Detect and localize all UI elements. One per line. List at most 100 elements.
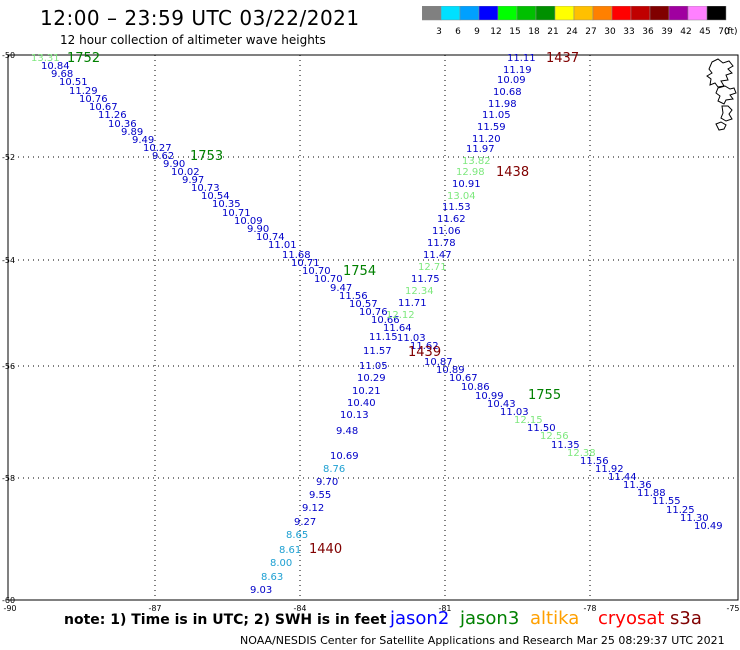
wave-height-value: 11.75 bbox=[411, 274, 440, 285]
longitude-label: -78 bbox=[583, 604, 596, 613]
wave-height-value: 12.34 bbox=[405, 286, 434, 297]
colorbar-swatch bbox=[668, 6, 689, 21]
wave-height-value: 10.66 bbox=[371, 315, 400, 326]
wave-height-value: 9.89 bbox=[121, 127, 143, 138]
colorbar-unit: (ft) bbox=[724, 27, 738, 37]
wave-height-value: 13.04 bbox=[447, 191, 476, 202]
longitude-label: -81 bbox=[438, 604, 451, 613]
wave-height-value: 11.03 bbox=[500, 407, 529, 418]
colorbar-label: 9 bbox=[474, 27, 480, 37]
map-frame bbox=[7, 54, 739, 601]
latitude-label: -58 bbox=[2, 474, 15, 483]
longitude-label: -84 bbox=[293, 604, 306, 613]
wave-height-value: 10.49 bbox=[694, 521, 723, 532]
colorbar-swatch bbox=[649, 6, 670, 21]
wave-height-value: 10.76 bbox=[359, 307, 388, 318]
pass-number-label: 1755 bbox=[528, 388, 561, 403]
wave-height-value: 11.50 bbox=[527, 423, 556, 434]
latitude-label: -50 bbox=[2, 51, 15, 60]
pass-number-label: 1752 bbox=[67, 51, 100, 66]
wave-height-value: 10.71 bbox=[222, 208, 251, 219]
colorbar-label: 70 bbox=[718, 27, 730, 37]
wave-height-value: 12.71 bbox=[418, 262, 447, 273]
wave-height-values: 13.3110.849.6810.5111.2910.7610.6711.261… bbox=[0, 0, 723, 596]
satellite-legend-jason2: jason2 bbox=[390, 608, 450, 629]
satellite-legend-jason3: jason3 bbox=[460, 608, 520, 629]
wave-height-value: 10.13 bbox=[340, 410, 369, 421]
wave-height-value: 10.21 bbox=[352, 386, 381, 397]
colorbar-swatch bbox=[422, 6, 442, 21]
wave-height-value: 9.68 bbox=[51, 69, 73, 80]
satellite-legend-s3a: s3a bbox=[670, 608, 702, 629]
wave-height-value: 8.76 bbox=[323, 464, 345, 475]
wave-height-value: 12.15 bbox=[514, 415, 543, 426]
wave-height-value: 9.62 bbox=[152, 151, 174, 162]
wave-height-value: 11.44 bbox=[608, 472, 637, 483]
wave-height-value: 11.68 bbox=[282, 250, 311, 261]
wave-height-value: 12.38 bbox=[567, 448, 596, 459]
longitude-label: -75 bbox=[726, 604, 739, 613]
map-subtitle: 12 hour collection of altimeter wave hei… bbox=[60, 33, 326, 47]
wave-height-value: 11.64 bbox=[383, 323, 412, 334]
wave-height-value: 9.90 bbox=[163, 159, 185, 170]
wave-height-value: 7.86 bbox=[0, 0, 22, 3]
wave-height-value: 11.97 bbox=[466, 144, 495, 155]
gridlines bbox=[8, 55, 738, 600]
colorbar-label: 42 bbox=[680, 27, 691, 37]
wave-height-value: 10.70 bbox=[302, 266, 331, 277]
wave-height-value: 11.15 bbox=[369, 332, 398, 343]
wave-height-value: 10.09 bbox=[497, 75, 526, 86]
wave-height-value: 8.00 bbox=[270, 558, 292, 569]
wave-height-value: 11.26 bbox=[98, 110, 127, 121]
wave-height-value: 10.71 bbox=[291, 258, 320, 269]
wave-height-value: 11.29 bbox=[69, 86, 98, 97]
credit-line: NOAA/NESDIS Center for Satellite Applica… bbox=[240, 634, 725, 647]
wave-height-value: 10.40 bbox=[347, 398, 376, 409]
wave-height-value: 11.05 bbox=[482, 110, 511, 121]
wave-height-value: 10.29 bbox=[357, 373, 386, 384]
wave-height-value: 11.01 bbox=[268, 240, 297, 251]
wave-height-value: 12.98 bbox=[456, 167, 485, 178]
footnote: note: 1) Time is in UTC; 2) SWH is in fe… bbox=[64, 612, 387, 628]
wave-height-value: 10.51 bbox=[59, 77, 88, 88]
map-title: 12:00 – 23:59 UTC 03/22/2021 bbox=[40, 6, 360, 30]
colorbar-swatch bbox=[440, 6, 461, 21]
wave-height-value: 11.92 bbox=[595, 464, 624, 475]
wave-height-value: 10.27 bbox=[143, 143, 172, 154]
colorbar-swatch bbox=[611, 6, 632, 21]
wave-height-value: 11.11 bbox=[507, 53, 536, 64]
colorbar-swatch bbox=[592, 6, 613, 21]
wave-height-value: 9.90 bbox=[247, 224, 269, 235]
wave-height-value: 11.62 bbox=[437, 214, 466, 225]
wave-height-value: 9.27 bbox=[294, 517, 316, 528]
latitude-label: -56 bbox=[2, 362, 15, 371]
wave-height-value: 10.57 bbox=[349, 299, 378, 310]
colorbar-label: 15 bbox=[509, 27, 520, 37]
colorbar-label: 12 bbox=[490, 27, 501, 37]
colorbar-label: 30 bbox=[604, 27, 616, 37]
wave-height-value: 11.30 bbox=[680, 513, 709, 524]
colorbar-swatch bbox=[478, 6, 499, 21]
wave-height-value: 9.70 bbox=[316, 477, 338, 488]
colorbar-swatch bbox=[516, 6, 537, 21]
pass-number-labels: 1752 1753 1754 1755 1437 1438 1439 1440 bbox=[67, 51, 579, 557]
colorbar-swatch bbox=[497, 6, 518, 21]
colorbar-label: 45 bbox=[699, 27, 710, 37]
colorbar-swatch bbox=[630, 6, 651, 21]
wave-height-value: 13.31 bbox=[31, 53, 60, 64]
wave-height-value: 8.63 bbox=[261, 572, 283, 583]
wave-height-value: 11.35 bbox=[551, 440, 580, 451]
colorbar-label: 27 bbox=[585, 27, 596, 37]
wave-height-value: 10.09 bbox=[234, 216, 263, 227]
wave-height-value: 10.89 bbox=[436, 365, 465, 376]
satellite-legend-altika: altika bbox=[530, 608, 580, 629]
wave-height-value: 11.59 bbox=[477, 122, 506, 133]
coastline bbox=[706, 58, 737, 131]
wave-height-value: 10.84 bbox=[41, 61, 70, 72]
colorbar-label: 21 bbox=[547, 27, 558, 37]
wave-height-value: 10.54 bbox=[201, 191, 230, 202]
colorbar-label: 33 bbox=[623, 27, 634, 37]
colorbar-label: 6 bbox=[455, 27, 461, 37]
colorbar-swatch bbox=[554, 6, 575, 21]
